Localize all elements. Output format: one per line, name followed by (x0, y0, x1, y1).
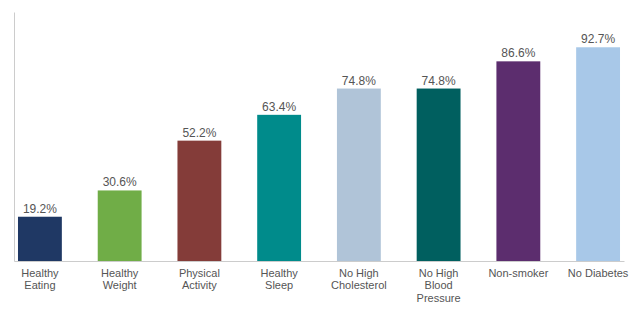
x-tick-label-line: Healthy (101, 267, 139, 279)
x-tick: No HighCholesterol (331, 267, 387, 292)
bars (18, 47, 620, 261)
plot-area: HealthyEatingHealthyWeightPhysicalActivi… (15, 13, 629, 305)
bar (576, 47, 620, 261)
data-labels: 19.2% 30.6% 52.2% 63.4% 74.8% 74.8% 86.6% 92.7% (23, 32, 616, 215)
bar (177, 141, 221, 261)
y-axis (14, 13, 15, 262)
y-axis-line (14, 13, 15, 262)
x-tick-label: No HighBloodPressure (417, 267, 461, 304)
x-tick: HealthyEating (21, 267, 59, 292)
x-tick: HealthyWeight (101, 267, 139, 292)
bar (98, 190, 142, 261)
x-tick-label-line: Blood (425, 279, 453, 291)
x-tick: PhysicalActivity (179, 267, 220, 292)
x-tick: No HighBloodPressure (417, 267, 461, 304)
bar (18, 217, 62, 261)
x-tick-label: HealthySleep (260, 267, 298, 292)
bar (417, 89, 461, 261)
x-tick-label-line: Pressure (417, 292, 461, 304)
x-tick-label-line: Sleep (265, 279, 293, 291)
data-label: 74.8% (342, 74, 376, 88)
data-label: 74.8% (422, 74, 456, 88)
x-axis: HealthyEatingHealthyWeightPhysicalActivi… (15, 262, 629, 305)
x-tick-label: Non-smoker (488, 267, 548, 279)
x-tick-label-line: Healthy (260, 267, 298, 279)
data-label: 63.4% (262, 100, 296, 114)
x-tick: No Diabetes (568, 267, 629, 279)
x-tick-label: No HighCholesterol (331, 267, 387, 292)
data-label: 86.6% (501, 46, 535, 60)
data-label: 19.2% (23, 202, 57, 216)
x-tick-label-line: Eating (24, 279, 55, 291)
x-tick-label-line: Cholesterol (331, 279, 387, 291)
x-tick: Non-smoker (488, 267, 548, 279)
data-label: 52.2% (182, 126, 216, 140)
bar (337, 89, 381, 261)
bar (496, 61, 540, 261)
bar (257, 115, 301, 261)
x-tick-label-line: No Diabetes (568, 267, 629, 279)
x-tick-label: HealthyEating (21, 267, 59, 292)
x-tick-label: HealthyWeight (101, 267, 139, 292)
x-tick-label-line: Physical (179, 267, 220, 279)
data-label: 92.7% (581, 32, 615, 46)
x-tick-label-line: No High (419, 267, 459, 279)
chart-svg: HealthyEatingHealthyWeightPhysicalActivi… (0, 0, 636, 317)
x-tick: HealthySleep (260, 267, 298, 292)
x-tick-label-line: Weight (103, 279, 137, 291)
x-tick-label: PhysicalActivity (179, 267, 220, 292)
x-tick-label-line: Healthy (21, 267, 59, 279)
x-tick-label-line: Activity (182, 279, 217, 291)
x-tick-label-line: No High (339, 267, 379, 279)
x-tick-label-line: Non-smoker (488, 267, 548, 279)
chart-container: HealthyEatingHealthyWeightPhysicalActivi… (0, 0, 636, 317)
x-tick-label: No Diabetes (568, 267, 629, 279)
x-axis-line (15, 261, 625, 262)
data-label: 30.6% (103, 175, 137, 189)
